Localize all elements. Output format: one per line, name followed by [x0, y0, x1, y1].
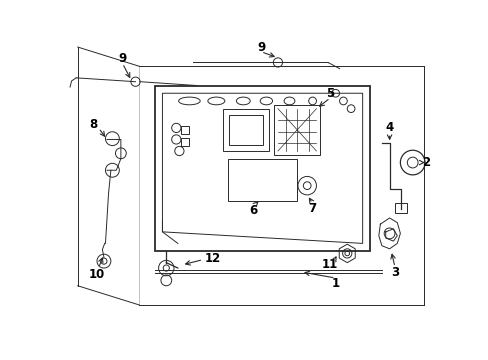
Text: 12: 12 [204, 252, 220, 265]
Text: 9: 9 [118, 52, 126, 65]
Bar [181, 138, 188, 145]
Text: 2: 2 [422, 156, 430, 169]
Text: 6: 6 [249, 204, 257, 217]
Text: 3: 3 [390, 266, 398, 279]
Bar [274, 105, 320, 155]
Text: 5: 5 [325, 87, 334, 100]
Bar [181, 126, 188, 134]
Bar [394, 203, 407, 213]
Text: 4: 4 [385, 121, 393, 134]
Text: 1: 1 [331, 277, 339, 290]
Text: 10: 10 [89, 268, 105, 281]
Text: 11: 11 [322, 258, 338, 271]
Text: 8: 8 [89, 118, 97, 131]
Text: 7: 7 [308, 202, 316, 215]
Bar [228, 115, 262, 145]
Bar [222, 109, 268, 151]
Bar [227, 159, 297, 201]
Text: 9: 9 [256, 41, 264, 54]
